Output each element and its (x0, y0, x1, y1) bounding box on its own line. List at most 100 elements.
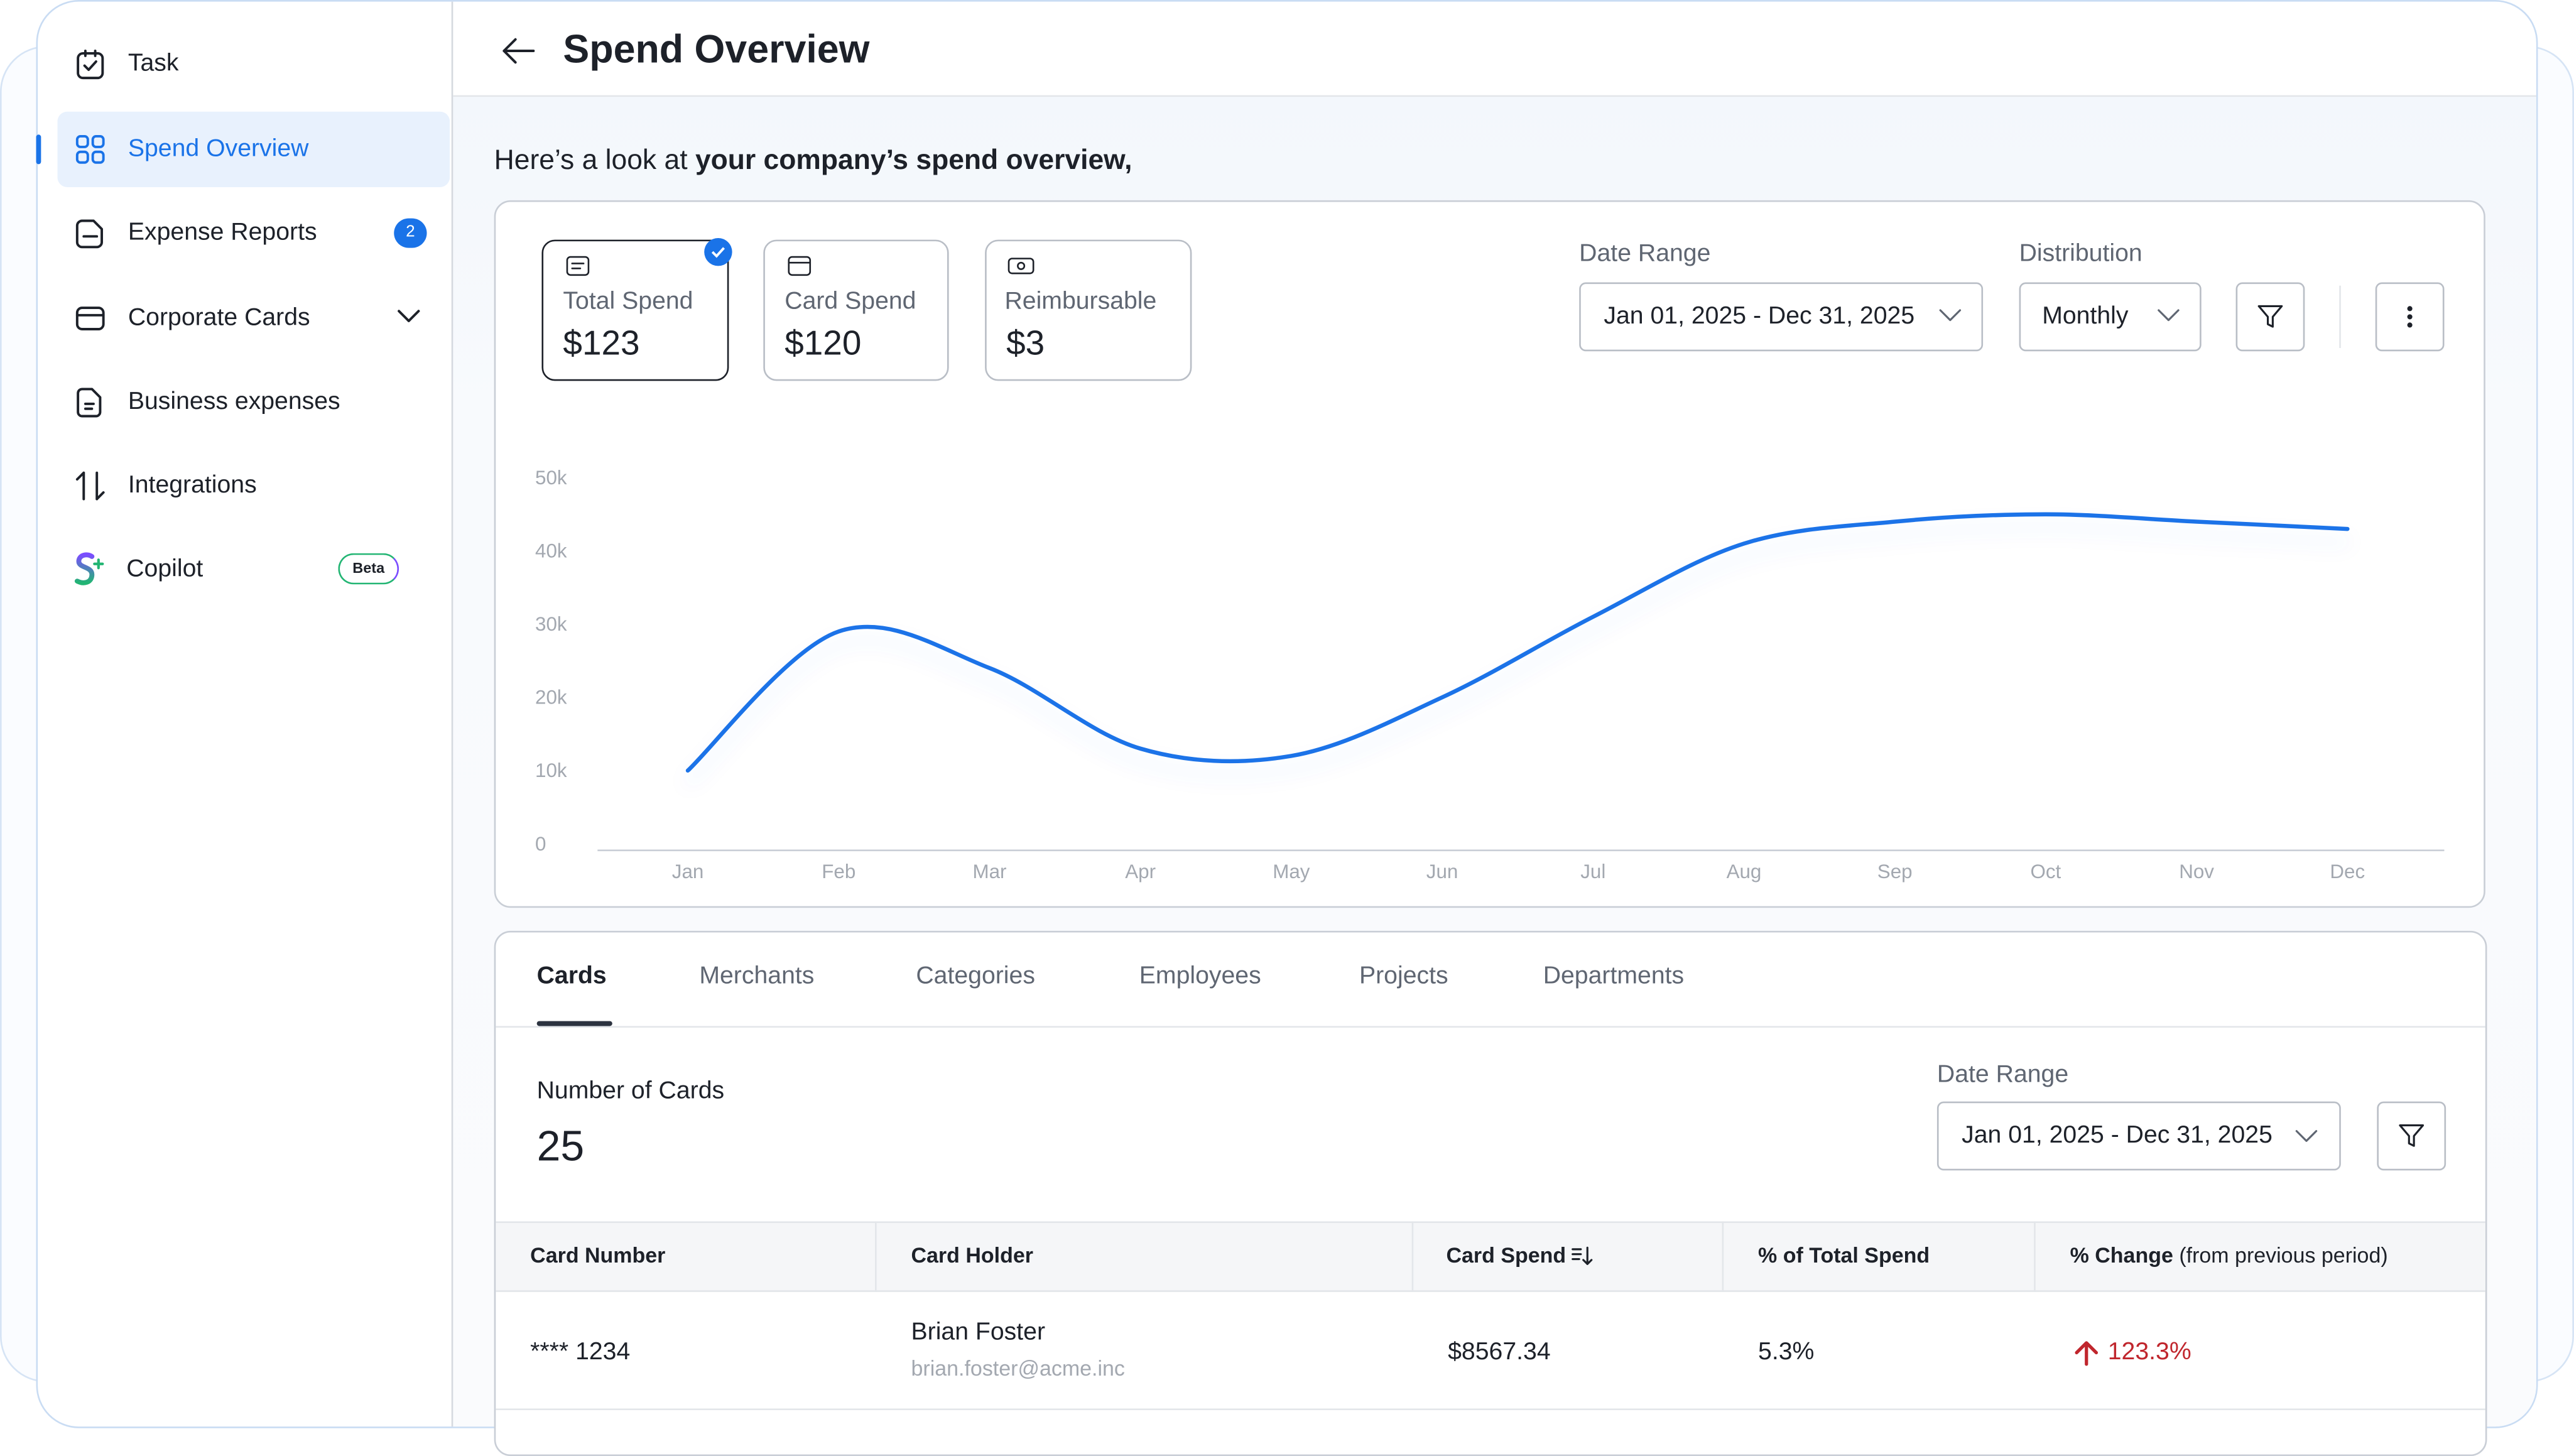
column-title: % Change (2070, 1242, 2173, 1268)
tab[interactable]: Projects (1359, 962, 1448, 990)
col-divider (2034, 1221, 2036, 1292)
column-header[interactable]: Card Spend (1446, 1242, 1567, 1268)
tab[interactable]: Departments (1543, 962, 1685, 990)
nav-item[interactable]: Expense Reports (128, 218, 317, 247)
card-number: **** 1234 (530, 1338, 631, 1366)
tab[interactable]: Cards (536, 962, 607, 990)
column-header: Card Number (530, 1242, 666, 1268)
summary-label: Total Spend (563, 287, 693, 315)
y-tick-label: 50k (535, 467, 567, 489)
sort-icon[interactable] (1571, 1244, 1594, 1268)
x-tick-label: Sep (1877, 861, 1913, 883)
date-range-value: Jan 01, 2025 - Dec 31, 2025 (1604, 302, 1915, 330)
card-icon (75, 307, 105, 330)
x-tick-label: Apr (1125, 861, 1156, 883)
x-tick-label: Jan (672, 861, 704, 883)
filter-icon (2257, 305, 2283, 328)
beta-badge: Beta (338, 553, 399, 585)
summary-value: $3 (1006, 325, 1045, 363)
page-title: Spend Overview (563, 28, 870, 72)
summary-label: Reimbursable (1004, 287, 1157, 315)
nav-item[interactable]: Task (128, 49, 179, 77)
intro-text: Here’s a look at (494, 144, 688, 176)
col-divider (1411, 1221, 1414, 1292)
y-tick-label: 20k (535, 687, 567, 709)
chevron (2158, 309, 2180, 322)
x-tick-label: Jun (1426, 861, 1458, 883)
sidebar-divider (451, 1, 453, 1427)
row-divider (496, 1408, 2485, 1410)
intro-emphasis: your company’s spend overview, (695, 144, 1132, 176)
holder-name: Brian Foster (911, 1318, 1046, 1347)
chevron (2295, 1130, 2318, 1142)
back-button[interactable] (501, 36, 536, 65)
count-label: Number of Cards (536, 1077, 725, 1105)
holder-email: brian.foster@acme.inc (911, 1355, 1125, 1381)
task-icon (77, 50, 104, 80)
x-tick-label: Mar (972, 861, 1006, 883)
filter-label: Date Range (1579, 239, 1711, 268)
filter-label: Date Range (1936, 1060, 2069, 1089)
active-item-bg (57, 111, 450, 187)
up-arrow (2075, 1341, 2099, 1366)
summary-icon (788, 256, 812, 276)
x-tick-label: Feb (822, 861, 855, 883)
intro: Here’s a look at your company’s spend ov… (494, 144, 1132, 177)
nav-item[interactable]: Copilot (126, 555, 204, 583)
summary-value: $120 (785, 325, 862, 363)
nav-item[interactable]: Corporate Cards (128, 303, 310, 332)
filter-button[interactable] (2235, 282, 2305, 352)
active-tab-indicator (536, 1021, 612, 1026)
nav-item[interactable]: Integrations (128, 471, 257, 499)
column-note: (from previous period) (2179, 1242, 2388, 1268)
chevron[interactable] (397, 308, 420, 325)
grid-icon (75, 134, 105, 164)
tab[interactable]: Categories (916, 962, 1035, 990)
date-range-value: Jan 01, 2025 - Dec 31, 2025 (1962, 1121, 2273, 1149)
col-divider (874, 1221, 877, 1292)
chevron (1939, 309, 1962, 322)
x-tick-label: Aug (1727, 861, 1762, 883)
x-tick-label: May (1273, 861, 1310, 883)
col-divider (1722, 1221, 1724, 1292)
nav-item[interactable]: Spend Overview (128, 134, 309, 163)
tab[interactable]: Merchants (699, 962, 815, 990)
summary-icon (566, 256, 590, 276)
copilot-icon (74, 552, 104, 585)
divider (2339, 285, 2341, 349)
column-header: Card Holder (911, 1242, 1033, 1268)
summary-value: $123 (563, 325, 640, 363)
date-range-select[interactable] (1579, 282, 1984, 352)
more-icon (2407, 306, 2413, 328)
change: 123.3% (2107, 1338, 2191, 1366)
column-header: % Change (from previous period) (2070, 1242, 2388, 1267)
filter-button[interactable] (2377, 1101, 2446, 1171)
x-tick-label: Oct (2030, 861, 2061, 883)
nav-item[interactable]: Business expenses (128, 387, 340, 416)
x-tick-label: Nov (2179, 861, 2214, 883)
tab-divider (496, 1026, 2485, 1028)
count-badge: 2 (394, 218, 427, 248)
distribution-value: Monthly (2042, 302, 2129, 330)
sync-icon (75, 471, 105, 501)
count-value: 25 (536, 1121, 585, 1171)
card-spend: $8567.34 (1448, 1338, 1551, 1366)
date-range-select[interactable] (1936, 1101, 2341, 1171)
summary-icon (1007, 258, 1034, 274)
y-tick-label: 30k (535, 613, 567, 635)
doc-icon (77, 388, 102, 418)
filter-icon (2399, 1124, 2425, 1147)
line-series (685, 512, 2350, 773)
y-tick-label: 10k (535, 759, 567, 781)
report-icon (75, 219, 103, 249)
table-header-bg (496, 1221, 2485, 1292)
column-header: % of Total Spend (1758, 1242, 1930, 1268)
y-tick-label: 0 (535, 833, 546, 855)
tab[interactable]: Employees (1139, 962, 1261, 990)
share: 5.3% (1758, 1338, 1815, 1366)
x-tick-label: Jul (1580, 861, 1605, 883)
active-indicator (36, 134, 41, 165)
